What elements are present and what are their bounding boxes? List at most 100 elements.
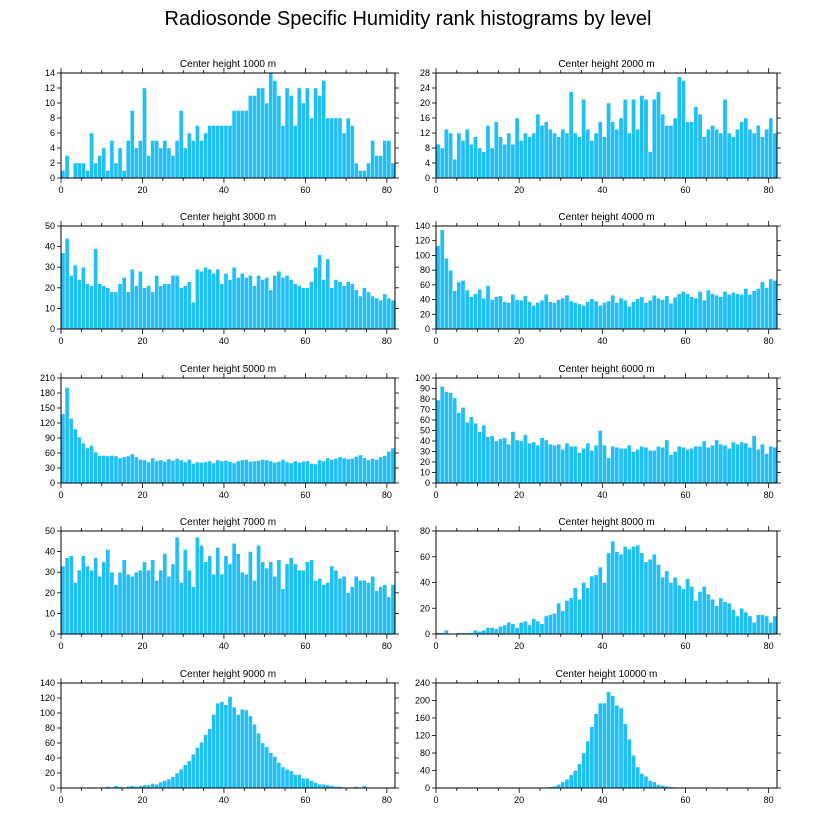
histogram-bar xyxy=(77,569,82,635)
histogram-bar xyxy=(195,461,200,484)
histogram-bar xyxy=(772,132,778,179)
histogram-bar xyxy=(121,456,127,484)
histogram-bar xyxy=(64,387,70,484)
histogram-bar xyxy=(231,110,237,179)
histogram-bar xyxy=(552,132,557,179)
histogram-bar xyxy=(227,125,233,179)
histogram-bar xyxy=(280,766,286,789)
x-tick-label: 0 xyxy=(58,641,63,651)
histogram-bar xyxy=(362,170,367,179)
histogram-bar xyxy=(498,136,503,179)
histogram-bar xyxy=(146,285,151,330)
y-tick-label: 20 xyxy=(420,309,430,319)
histogram-bar xyxy=(73,162,78,179)
histogram-bar xyxy=(219,283,225,330)
histogram-bar xyxy=(535,302,541,330)
histogram-bar xyxy=(366,291,371,330)
histogram-bar xyxy=(643,447,649,484)
histogram-bar xyxy=(195,269,200,330)
histogram-bar xyxy=(337,117,343,179)
histogram-bar xyxy=(60,413,66,484)
histogram-bar xyxy=(622,99,628,179)
histogram-bar xyxy=(101,147,107,179)
histogram-bar xyxy=(548,614,553,635)
x-tick-label: 0 xyxy=(58,490,63,500)
panel-title: Center height 3000 m xyxy=(180,212,276,223)
histogram-bar xyxy=(121,170,127,179)
histogram-bar xyxy=(722,99,728,179)
histogram-bar xyxy=(329,459,335,484)
histogram-bar xyxy=(60,565,66,635)
histogram-bar xyxy=(117,572,123,635)
histogram-bar xyxy=(543,294,549,330)
histogram-bar xyxy=(556,299,561,330)
histogram-bar xyxy=(203,734,208,789)
histogram-bar xyxy=(735,615,740,635)
histogram-bar xyxy=(248,551,253,635)
histogram-bar xyxy=(227,563,233,635)
histogram-bar xyxy=(672,451,678,484)
x-tick-label: 0 xyxy=(58,795,63,805)
histogram-bar xyxy=(514,627,520,635)
histogram-bar xyxy=(260,279,265,330)
histogram-bar xyxy=(199,545,204,635)
histogram-bar xyxy=(473,629,478,635)
histogram-bar xyxy=(305,561,310,635)
histogram-bar xyxy=(73,264,78,330)
histogram-bar xyxy=(568,91,574,179)
histogram-bar xyxy=(610,446,616,484)
histogram-bar xyxy=(747,129,753,179)
histogram-bar xyxy=(581,99,586,179)
panel-frame xyxy=(60,72,396,179)
histogram-panel: Center height 7000 m 0 20 40 60 80 0 10 20 30 40 50 xyxy=(45,517,399,651)
histogram-bar xyxy=(317,578,322,635)
histogram-bar xyxy=(337,281,343,330)
y-tick-label: 30 xyxy=(45,567,55,577)
histogram-bar xyxy=(460,280,466,330)
histogram-bar xyxy=(195,536,200,635)
histogram-bar xyxy=(635,766,640,789)
histogram-bar xyxy=(101,285,107,330)
histogram-bar xyxy=(543,615,549,635)
histogram-bar xyxy=(631,754,636,789)
histogram-bar xyxy=(280,459,286,484)
histogram-bar xyxy=(105,287,111,330)
histogram-bar xyxy=(223,555,229,635)
histogram-bar xyxy=(170,275,176,330)
histogram-bar xyxy=(333,458,339,484)
histogram-bar xyxy=(321,584,326,635)
x-tick-label: 0 xyxy=(58,185,63,195)
y-tick-label: 200 xyxy=(415,696,430,706)
histogram-bar xyxy=(390,162,396,179)
histogram-bar xyxy=(706,447,711,484)
histogram-bar xyxy=(718,132,724,179)
histogram-bar xyxy=(85,447,90,484)
histogram-bar xyxy=(460,140,466,179)
histogram-bar xyxy=(485,436,491,484)
y-tick-label: 40 xyxy=(45,242,55,252)
histogram-bar xyxy=(560,297,566,330)
histogram-bar xyxy=(378,456,383,484)
histogram-bar xyxy=(280,588,286,635)
histogram-bar xyxy=(714,439,719,484)
histogram-bar xyxy=(460,407,466,484)
histogram-bar xyxy=(142,287,147,330)
histogram-bar xyxy=(134,456,139,484)
histogram-bar xyxy=(138,271,143,330)
histogram-bar xyxy=(211,574,216,635)
panel-frame xyxy=(60,377,396,484)
histogram-bar xyxy=(260,561,265,635)
histogram-bar xyxy=(260,87,265,179)
x-tick-label: 60 xyxy=(681,795,691,805)
histogram-bar xyxy=(743,288,749,330)
histogram-bar xyxy=(735,443,740,484)
x-tick-label: 80 xyxy=(382,795,392,805)
histogram-bar xyxy=(568,446,574,484)
y-tick-label: 60 xyxy=(45,738,55,748)
histogram-bar xyxy=(456,132,462,179)
histogram-bar xyxy=(714,605,719,635)
histogram-bar xyxy=(531,618,537,635)
histogram-bar xyxy=(187,569,192,635)
histogram-bar xyxy=(518,140,524,179)
histogram-bar xyxy=(195,747,200,789)
